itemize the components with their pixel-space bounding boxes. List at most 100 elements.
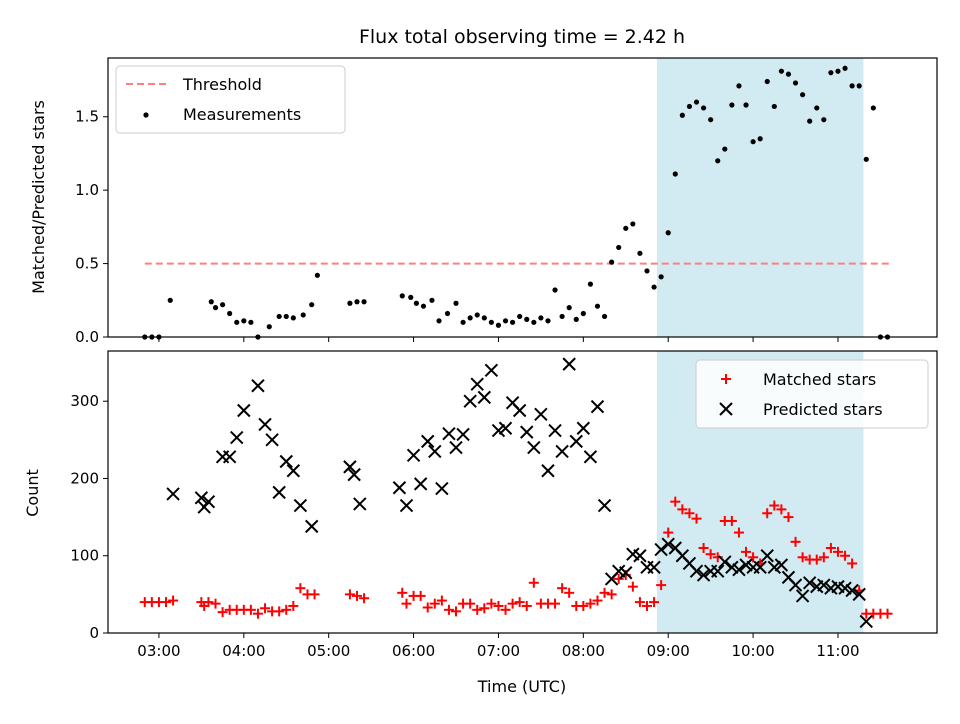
predicted-star-point	[619, 566, 633, 580]
measurement-point	[644, 268, 650, 274]
measurement-point	[219, 302, 226, 308]
predicted-star-point	[166, 487, 180, 501]
legend-matched-label: Matched stars	[763, 370, 876, 389]
predicted-star-point	[711, 564, 725, 578]
matched-star-point	[550, 598, 561, 609]
measurement-point	[700, 105, 707, 111]
predicted-star-point	[548, 423, 562, 438]
measurement-point	[800, 92, 806, 98]
chart-title: Flux total observing time = 2.42 h	[359, 26, 685, 48]
ratio-legend: Threshold Measurements	[115, 65, 346, 134]
predicted-star-point	[392, 481, 407, 495]
measurement-point	[436, 318, 442, 324]
measurement-point	[266, 324, 272, 330]
measurement-point	[531, 319, 537, 325]
matched-star-point	[733, 527, 744, 538]
predicted-star-point	[534, 407, 548, 422]
measurement-point	[616, 244, 622, 251]
matched-star-point	[168, 595, 179, 606]
measurement-point	[212, 305, 219, 311]
measurement-point	[764, 78, 770, 85]
matched-star-point	[507, 598, 518, 609]
matched-star-point	[252, 608, 263, 619]
predicted-star-point	[484, 363, 499, 378]
predicted-star-point	[576, 421, 591, 435]
matched-star-point	[776, 504, 787, 515]
matched-star-point	[217, 607, 228, 618]
matched-star-point	[161, 597, 172, 608]
measurement-point	[609, 259, 615, 265]
y-tick-label: 200	[70, 469, 99, 487]
x-tick-label: 04:00	[222, 642, 265, 660]
measurement-points	[142, 65, 891, 340]
measurement-point	[408, 294, 414, 300]
measurement-point	[693, 99, 700, 105]
predicted-star-point	[449, 440, 463, 455]
predicted-star-point	[555, 444, 569, 459]
measurement-point	[347, 300, 353, 306]
measurement-point	[420, 303, 427, 309]
x-tick-label: 11:00	[816, 642, 859, 660]
matched-star-point	[281, 604, 292, 615]
measurement-point	[283, 313, 289, 320]
x-tick-label: 08:00	[562, 642, 605, 660]
y-tick-label: 100	[70, 547, 99, 565]
measurement-point	[502, 318, 509, 324]
measurement-point	[601, 313, 608, 320]
matched-star-point	[783, 512, 794, 523]
predicted-star-point	[512, 403, 527, 418]
measurement-point	[167, 297, 173, 303]
predicted-star-point	[597, 498, 612, 513]
x-axis-label: Time (UTC)	[477, 677, 566, 696]
matched-star-point	[486, 598, 497, 609]
matched-star-point	[677, 504, 688, 515]
matched-star-point	[847, 558, 858, 569]
matched-star-point	[649, 597, 660, 608]
matched-star-point	[705, 549, 716, 560]
measurement-point	[573, 316, 579, 322]
matched-star-point	[882, 608, 893, 619]
matched-star-point	[606, 589, 617, 600]
legend-threshold-label: Threshold	[182, 75, 262, 94]
measurement-point	[863, 156, 869, 162]
count-plot-frame	[107, 350, 938, 634]
predicted-star-point	[845, 583, 859, 598]
matched-star-point	[656, 580, 667, 591]
matched-star-point	[698, 543, 709, 554]
predicted-star-point	[802, 576, 817, 590]
matched-star-point	[415, 590, 426, 601]
measurement-point	[594, 303, 601, 309]
x-tick-label: 07:00	[477, 642, 520, 660]
measurement-point	[276, 313, 282, 320]
measurement-point	[814, 105, 820, 111]
matched-star-point	[726, 515, 737, 526]
measurement-point	[300, 312, 306, 318]
measurement-point	[248, 319, 254, 325]
matched-star-point	[245, 604, 256, 615]
matched-star-point	[769, 500, 780, 511]
legend-predicted-label: Predicted stars	[763, 400, 883, 419]
matched-star-point	[203, 597, 214, 608]
measurement-point	[495, 322, 502, 328]
predicted-star-points	[166, 357, 873, 629]
predicted-star-point	[286, 464, 301, 478]
predicted-star-point	[788, 578, 803, 592]
measurement-point	[849, 83, 855, 89]
matched-star-point	[592, 595, 603, 606]
count-legend: Matched stars Predicted stars	[695, 359, 929, 429]
measurement-point	[672, 171, 678, 177]
measurement-point	[750, 139, 756, 145]
measurement-point	[545, 318, 551, 324]
matched-star-point	[210, 598, 221, 609]
predicted-star-point	[647, 560, 661, 575]
predicted-star-point	[194, 491, 209, 505]
measurement-point	[208, 299, 214, 305]
matched-star-point	[500, 604, 511, 615]
measurement-point	[792, 80, 799, 86]
legend-measurements-label: Measurements	[183, 105, 301, 124]
matched-star-point	[564, 587, 575, 598]
predicted-star-point	[520, 425, 534, 439]
predicted-star-point	[421, 434, 435, 449]
legend-measurements-swatch	[143, 112, 149, 118]
measurement-point	[665, 230, 671, 236]
